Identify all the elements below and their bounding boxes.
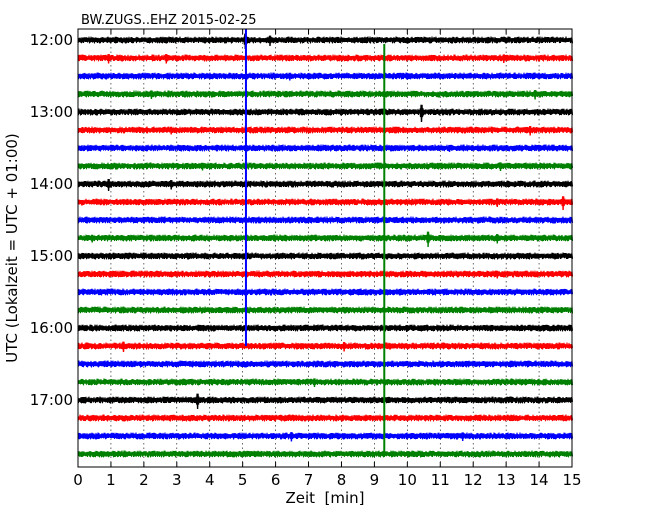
chart-title: BW.ZUGS..EHZ 2015-02-25 — [81, 13, 257, 28]
x-tick-label: 5 — [238, 471, 248, 489]
seismic-event — [169, 126, 176, 135]
x-tick-label: 11 — [431, 471, 450, 489]
seismic-event — [342, 342, 348, 352]
seismic-event — [447, 144, 454, 153]
y-tick-label: 15:00 — [30, 247, 73, 265]
x-tick-label: 3 — [172, 471, 182, 489]
x-tick-label: 4 — [205, 471, 215, 489]
seismic-event — [510, 361, 516, 368]
seismic-event — [495, 198, 502, 208]
seismogram-trace — [77, 396, 574, 404]
x-tick-label: 13 — [497, 471, 516, 489]
x-tick-label: 9 — [370, 471, 380, 489]
seismogram-trace — [77, 90, 574, 98]
seismic-event — [495, 234, 502, 244]
seismogram-trace — [77, 180, 574, 188]
seismic-event — [149, 271, 156, 278]
x-tick-label: 12 — [464, 471, 483, 489]
seismogram-trace — [77, 72, 574, 80]
y-tick-label: 12:00 — [30, 31, 73, 49]
y-tick-label: 16:00 — [30, 319, 73, 337]
x-axis: 0 1 2 3 4 5 6 7 8 9 10 11 12 13 14 15 — [73, 29, 582, 489]
seismogram-trace — [77, 360, 574, 368]
seismic-event — [121, 341, 128, 353]
x-tick-label: 8 — [337, 471, 347, 489]
seismogram-trace — [77, 306, 574, 314]
seismic-event — [289, 432, 296, 442]
x-tick-label: 2 — [139, 471, 149, 489]
seismic-event — [404, 324, 411, 333]
seismic-event — [460, 432, 467, 442]
seismic-event — [200, 162, 207, 171]
seismogram-trace — [77, 198, 574, 206]
seismic-event — [477, 289, 483, 296]
seismogram-trace — [77, 414, 574, 422]
seismogram-trace — [77, 108, 574, 116]
y-tick-label: 13:00 — [30, 103, 73, 121]
y-tick-label: 17:00 — [30, 391, 73, 409]
seismic-event — [419, 104, 426, 123]
seismic-event — [195, 393, 202, 410]
seismic-event — [106, 54, 113, 64]
seismogram-trace — [77, 324, 574, 332]
seismogram-trace — [77, 234, 574, 242]
seismic-event — [312, 378, 319, 388]
seismic-event — [528, 126, 534, 136]
seismogram-trace — [77, 378, 574, 386]
seismic-event — [90, 234, 96, 243]
seismogram-trace — [77, 432, 574, 440]
seismic-event — [552, 253, 559, 260]
y-axis-label: UTC (Lokalzeit = UTC + 01:00) — [3, 133, 21, 363]
seismogram-trace — [77, 144, 574, 152]
seismogram-trace — [77, 162, 574, 170]
x-tick-label: 10 — [398, 471, 417, 489]
seismogram-trace — [77, 54, 574, 62]
seismic-event — [106, 178, 113, 192]
x-tick-label: 7 — [304, 471, 314, 489]
x-tick-label: 0 — [73, 471, 83, 489]
plot-frame — [77, 28, 573, 468]
seismic-event — [498, 162, 505, 172]
seismogram-trace — [77, 342, 574, 350]
seismic-event — [164, 54, 171, 64]
trace-group — [77, 33, 574, 458]
seismic-event — [240, 217, 246, 224]
x-axis-label: Zeit [min] — [285, 489, 364, 507]
x-tick-label: 14 — [530, 471, 549, 489]
x-tick-label: 15 — [562, 471, 581, 489]
y-tick-label: 14:00 — [30, 175, 73, 193]
seismic-event — [561, 196, 567, 211]
x-tick-label: 6 — [271, 471, 281, 489]
seismogram-trace — [77, 450, 574, 458]
seismogram-trace — [77, 36, 574, 44]
glitch-lines — [244, 29, 386, 454]
seismogram-trace — [77, 252, 574, 260]
seismic-event — [169, 180, 176, 190]
seismogram-trace — [77, 288, 574, 296]
seismic-event — [287, 72, 294, 81]
y-axis: 12:00 13:00 14:00 15:00 16:00 17:00 — [30, 31, 572, 409]
seismogram-trace — [77, 126, 574, 134]
seismic-event — [501, 54, 508, 64]
seismic-event — [268, 35, 274, 47]
seismogram-trace — [77, 270, 574, 278]
x-tick-label: 1 — [106, 471, 116, 489]
seismic-event — [179, 307, 185, 314]
seismic-event — [495, 270, 502, 279]
seismic-event — [533, 90, 539, 100]
seismic-event — [426, 231, 432, 248]
seismogram-trace — [77, 216, 574, 224]
seismic-event — [149, 90, 156, 100]
